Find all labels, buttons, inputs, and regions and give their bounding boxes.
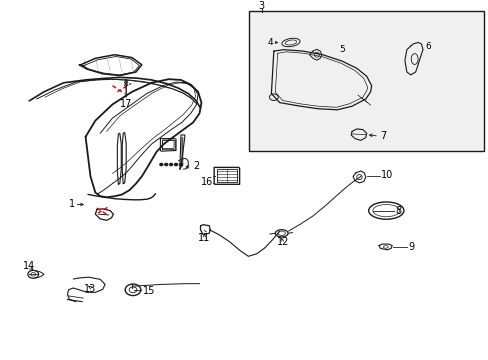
Text: 11: 11 <box>198 233 210 243</box>
Text: 16: 16 <box>200 177 212 187</box>
Text: 9: 9 <box>407 242 414 252</box>
Circle shape <box>164 163 167 166</box>
Circle shape <box>169 163 172 166</box>
Text: 10: 10 <box>381 170 393 180</box>
Text: 5: 5 <box>339 45 345 54</box>
Text: 6: 6 <box>425 41 430 50</box>
Text: 14: 14 <box>23 261 36 271</box>
Text: 12: 12 <box>276 237 288 247</box>
Text: 17: 17 <box>120 99 132 109</box>
Circle shape <box>179 163 182 166</box>
Text: 7: 7 <box>380 131 386 141</box>
Text: 4: 4 <box>266 38 272 47</box>
Text: 1: 1 <box>68 199 75 210</box>
Text: 2: 2 <box>193 161 199 171</box>
Text: 8: 8 <box>394 206 401 216</box>
Text: 15: 15 <box>142 286 155 296</box>
Bar <box>249 11 483 151</box>
Text: 13: 13 <box>84 284 97 294</box>
Circle shape <box>174 163 177 166</box>
Circle shape <box>160 163 163 166</box>
Text: 3: 3 <box>258 1 264 12</box>
